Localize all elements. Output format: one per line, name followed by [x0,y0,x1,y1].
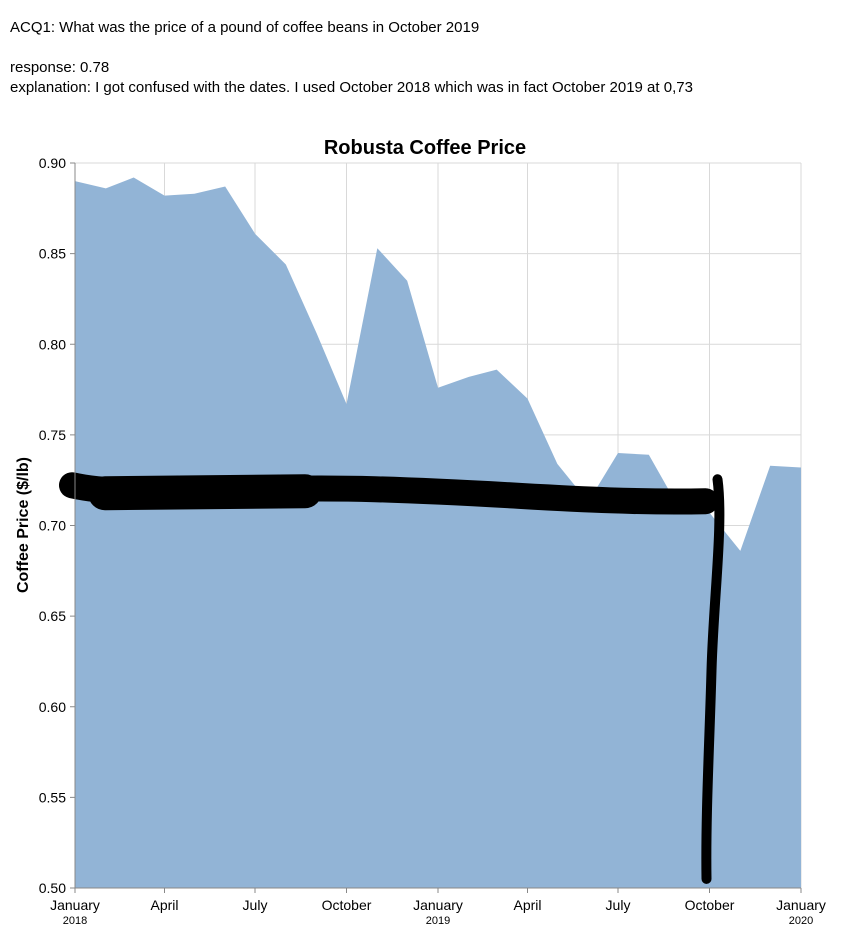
x-tick-label: July [606,897,631,913]
hand-drawn-annotation [59,472,725,884]
y-tick-label: 0.60 [39,699,66,715]
x-tick-year-label: 2019 [426,915,450,927]
chart-axes: 0.50 0.55 0.60 0.65 0.70 0.75 0.80 0.85 0.90 Janu… [39,155,826,927]
y-tick-label: 0.80 [39,336,66,352]
x-tick-label: January [776,897,826,913]
y-tick-label: 0.90 [39,155,66,171]
annotation-thick-stroke [88,474,322,511]
question-text: ACQ1: What was the price of a pound of c… [10,19,480,36]
x-tick-label: January [50,897,100,913]
y-tick-label: 0.85 [39,246,66,262]
y-tick-label: 0.50 [39,880,66,896]
x-tick-year-label: 2020 [789,915,813,927]
x-tick-label: January [413,897,463,913]
question-header: ACQ1: What was the price of a pound of c… [10,18,693,98]
price-area [75,177,801,888]
explanation-text: explanation: I got confused with the dat… [10,79,693,96]
y-tick-label: 0.65 [39,608,66,624]
chart-title: Robusta Coffee Price [324,137,526,159]
y-axis-title: Coffee Price ($/lb) [15,457,32,593]
annotation-vertical-stroke [701,474,725,884]
x-tick-label: October [322,897,372,913]
y-tick-label: 0.55 [39,789,66,805]
x-tick-label: July [243,897,268,913]
x-tick-label: April [150,897,178,913]
y-tick-label: 0.70 [39,518,66,534]
x-tick-label: October [685,897,735,913]
x-tick-year-label: 2018 [63,915,87,927]
x-tick-label: April [513,897,541,913]
y-tick-label: 0.75 [39,427,66,443]
response-text: response: 0.78 [10,59,110,76]
